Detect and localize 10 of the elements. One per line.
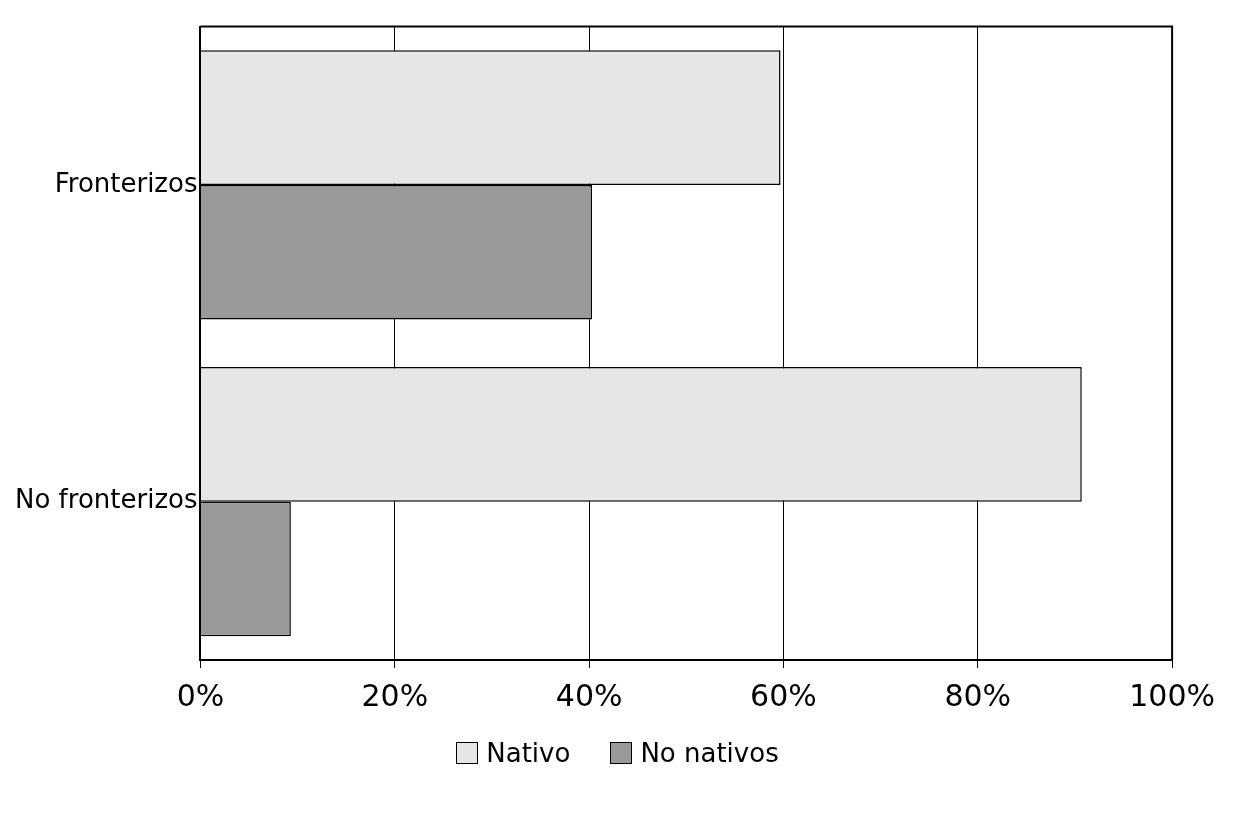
legend-label: Nativo [486, 738, 571, 768]
y-tick-label: No fronterizos [15, 484, 198, 515]
x-tick-label: 100% [1129, 677, 1216, 713]
x-tick-label: 40% [555, 677, 623, 713]
y-tick-label: Fronterizos [54, 167, 198, 198]
x-tick-label: 0% [176, 677, 225, 713]
x-tick-label: 20% [361, 677, 429, 713]
x-tick-label: 60% [750, 677, 817, 713]
legend-label: No nativos [640, 738, 779, 768]
x-tick-label: 80% [944, 677, 1012, 713]
